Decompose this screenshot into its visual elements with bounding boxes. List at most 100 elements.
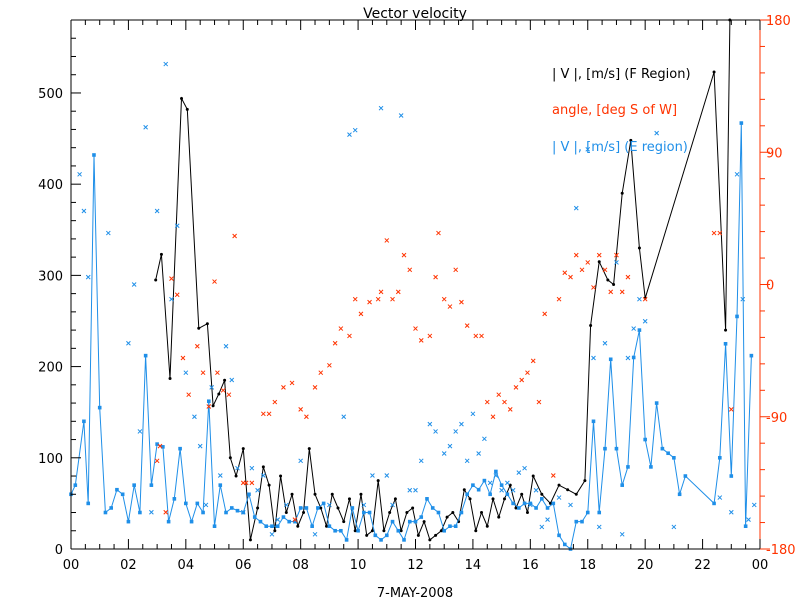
data-point-v-m-s-f-region: [159, 252, 163, 256]
data-point-v-m-s-e-region: [212, 524, 217, 528]
data-point-v-m-s-f-region: [353, 529, 357, 533]
data-point-angle-deg-s-of-w-2: [375, 296, 381, 302]
data-point-angle-e-region-3: [505, 480, 510, 486]
data-point-angle-e-region-3: [482, 436, 487, 442]
x-tick-label: 06: [235, 558, 252, 573]
data-point-angle-e-region-3: [619, 531, 625, 537]
data-point-v-m-s-e-region: [603, 446, 607, 451]
data-point-angle-e-region-3: [341, 414, 347, 420]
data-point-angle-e-region-3: [573, 205, 579, 211]
data-point-angle-deg-s-of-w-2: [212, 279, 217, 284]
data-point-v-m-s-e-region: [743, 524, 748, 528]
data-point-angle-deg-s-of-w-2: [154, 458, 160, 464]
data-point-v-m-s-f-region: [330, 492, 334, 496]
data-point-v-m-s-f-region: [261, 465, 265, 469]
data-point-angle-deg-s-of-w-2: [573, 252, 579, 258]
x-tick-label: 00: [63, 558, 80, 573]
data-point-v-m-s-e-region: [517, 506, 521, 510]
data-point-v-m-s-e-region: [344, 538, 349, 542]
x-tick-label: 22: [694, 558, 711, 573]
data-point-v-m-s-e-region: [436, 510, 441, 515]
data-point-angle-e-region-3: [413, 487, 418, 493]
data-point-angle-deg-s-of-w-2: [289, 380, 295, 386]
data-point-v-m-s-e-region: [649, 465, 653, 469]
data-point-v-m-s-f-region: [223, 378, 227, 382]
data-point-v-m-s-f-region: [445, 515, 449, 519]
data-point-v-m-s-e-region: [574, 519, 579, 524]
data-point-v-m-s-e-region: [252, 515, 257, 519]
data-point-v-m-s-e-region: [298, 506, 303, 510]
data-point-angle-deg-s-of-w-2: [292, 517, 298, 522]
data-point-angle-e-region-3: [441, 451, 447, 456]
data-point-v-m-s-e-region: [339, 528, 343, 533]
data-point-v-m-s-e-region: [132, 483, 136, 487]
data-point-v-m-s-f-region: [612, 283, 616, 286]
data-point-v-m-s-e-region: [545, 506, 550, 510]
data-point-angle-deg-s-of-w-2: [602, 267, 608, 273]
data-point-v-m-s-e-region: [126, 519, 131, 524]
data-point-angle-deg-s-of-w-2: [642, 296, 648, 302]
data-point-v-m-s-e-region: [735, 314, 739, 319]
data-point-angle-deg-s-of-w-2: [378, 289, 384, 295]
data-point-angle-deg-s-of-w-2: [243, 480, 249, 486]
data-point-angle-e-region-3: [596, 524, 602, 530]
data-point-v-m-s-f-region: [336, 506, 340, 510]
data-point-angle-e-region-3: [197, 443, 203, 449]
data-point-v-m-s-f-region: [319, 506, 323, 510]
data-point-v-m-s-e-region: [333, 528, 337, 533]
data-point-angle-deg-s-of-w-2: [568, 274, 573, 280]
data-point-angle-deg-s-of-w-2: [186, 392, 192, 398]
data-point-v-m-s-f-region: [284, 511, 288, 515]
data-point-v-m-s-e-region: [729, 474, 734, 478]
data-point-angle-e-region-3: [275, 517, 281, 522]
data-point-angle-e-region-3: [327, 502, 332, 508]
data-point-v-m-s-f-region: [234, 474, 238, 478]
data-point-angle-deg-s-of-w-2: [479, 333, 484, 339]
data-point-v-m-s-e-region: [189, 519, 194, 524]
data-point-v-m-s-f-region: [434, 533, 438, 537]
data-point-angle-deg-s-of-w-2: [272, 399, 278, 405]
data-point-v-m-s-e-region: [413, 519, 418, 524]
data-point-v-m-s-f-region: [342, 520, 346, 524]
data-point-angle-e-region-3: [637, 296, 642, 302]
data-point-angle-deg-s-of-w-2: [441, 296, 447, 302]
data-point-v-m-s-e-region: [201, 510, 205, 515]
data-point-v-m-s-e-region: [92, 153, 96, 157]
left-y-tick-label: 0: [55, 543, 63, 558]
chart-title: Vector velocity: [363, 6, 467, 22]
data-point-v-m-s-e-region: [453, 524, 458, 528]
data-point-angle-deg-s-of-w-2: [464, 323, 470, 328]
data-point-v-m-s-e-region: [723, 341, 728, 346]
right-y-tick-label: 180: [766, 14, 791, 29]
data-point-angle-e-region-3: [527, 502, 533, 508]
data-point-v-m-s-e-region: [419, 515, 424, 519]
data-point-v-m-s-e-region: [155, 442, 159, 446]
data-point-v-m-s-e-region: [161, 445, 165, 449]
data-point-angle-deg-s-of-w-2: [427, 333, 433, 339]
data-point-angle-deg-s-of-w-2: [591, 285, 596, 290]
data-point-angle-deg-s-of-w-2: [619, 289, 625, 295]
data-point-angle-deg-s-of-w-2: [232, 233, 237, 239]
data-point-angle-e-region-3: [352, 127, 358, 133]
data-point-angle-deg-s-of-w-2: [226, 392, 232, 398]
data-point-v-m-s-e-region: [540, 497, 544, 501]
x-tick-label: 16: [522, 558, 539, 573]
data-point-v-m-s-f-region: [712, 70, 716, 74]
data-point-v-m-s-f-region: [267, 483, 271, 487]
data-point-v-m-s-f-region: [497, 515, 501, 519]
data-point-angle-deg-s-of-w-2: [367, 299, 372, 305]
data-point-angle-deg-s-of-w-2: [163, 509, 169, 515]
data-point-v-m-s-f-region: [485, 524, 489, 528]
data-point-v-m-s-e-region: [195, 501, 200, 506]
data-point-v-m-s-f-region: [302, 511, 306, 515]
data-point-v-m-s-e-region: [207, 399, 211, 404]
data-point-v-m-s-e-region: [442, 528, 447, 533]
x-tick-label: 08: [292, 558, 309, 573]
data-point-angle-e-region-3: [203, 502, 209, 508]
data-point-angle-e-region-3: [516, 470, 522, 475]
data-point-angle-e-region-3: [533, 487, 539, 493]
data-point-v-m-s-e-region: [402, 538, 406, 542]
data-point-v-m-s-e-region: [384, 533, 389, 538]
data-point-v-m-s-f-region: [205, 322, 209, 326]
data-point-angle-deg-s-of-w-2: [194, 343, 200, 349]
